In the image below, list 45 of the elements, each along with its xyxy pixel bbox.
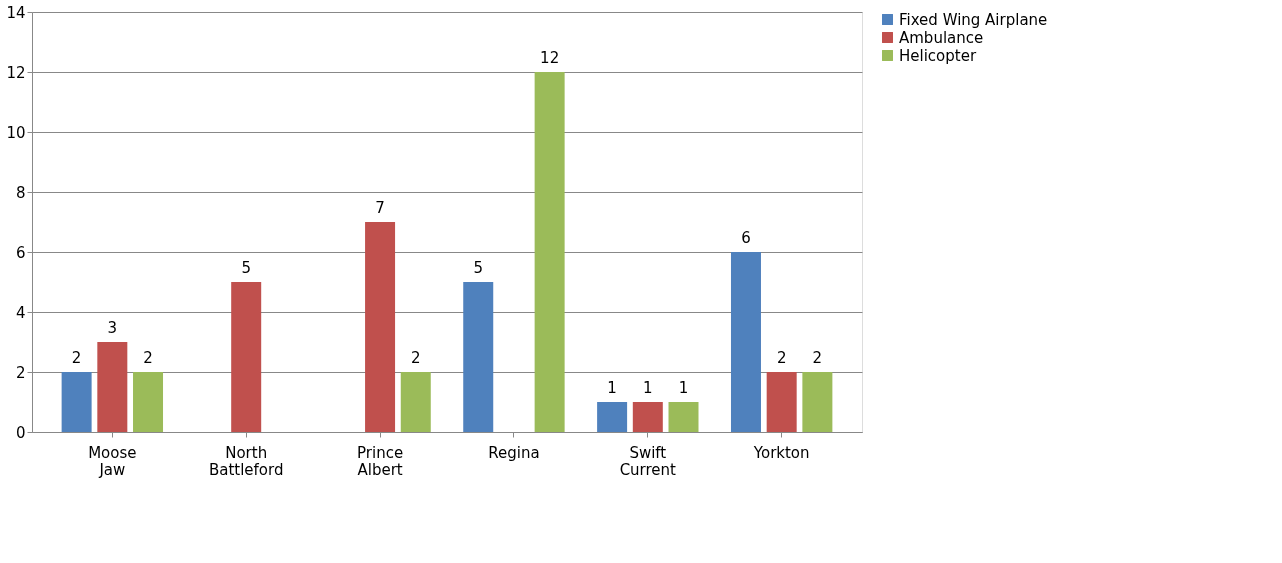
data-label: 2 [410, 349, 421, 367]
data-label: 5 [473, 259, 484, 277]
bar [231, 282, 262, 432]
y-tick-label: 6 [15, 243, 26, 262]
bar [632, 402, 663, 432]
bar [802, 372, 833, 432]
data-label: 6 [741, 229, 751, 247]
legend-label: Helicopter [899, 46, 977, 65]
y-tick-label: 0 [15, 423, 26, 442]
y-tick-label: 8 [15, 183, 26, 202]
data-label: 5 [241, 259, 251, 277]
legend-label: Ambulance [899, 28, 984, 47]
y-tick-label: 12 [6, 63, 26, 82]
bar [597, 402, 628, 432]
x-tick-label: Regina [488, 443, 540, 462]
data-label: 2 [71, 349, 82, 367]
bar [97, 342, 128, 432]
y-tick-label: 2 [15, 363, 26, 382]
y-tick-label: 4 [15, 303, 26, 322]
bar [463, 282, 494, 432]
data-label: 2 [143, 349, 153, 367]
bar [766, 372, 797, 432]
legend-label: Fixed Wing Airplane [899, 10, 1048, 29]
data-label: 1 [678, 379, 689, 397]
bar [668, 402, 699, 432]
x-tick-label: Yorkton [752, 443, 810, 462]
x-tick-label: Prince Albert [357, 443, 404, 479]
bar [365, 222, 396, 432]
bar [534, 72, 565, 432]
bar [133, 372, 164, 432]
data-label: 2 [776, 349, 787, 367]
y-tick-label: 10 [6, 123, 26, 142]
data-label: 7 [375, 199, 385, 217]
bar [61, 372, 92, 432]
y-tick-label: 14 [6, 3, 26, 22]
data-label: 1 [643, 379, 653, 397]
bar [400, 372, 431, 432]
bar [730, 252, 761, 432]
data-label: 2 [812, 349, 823, 367]
data-label: 12 [540, 49, 560, 67]
data-label: 3 [107, 319, 118, 337]
x-tick-label: Moose Jaw [88, 443, 137, 479]
data-label: 1 [607, 379, 617, 397]
x-tick-label: Swift Current [619, 443, 677, 479]
x-tick-label: North Battleford [208, 443, 284, 479]
